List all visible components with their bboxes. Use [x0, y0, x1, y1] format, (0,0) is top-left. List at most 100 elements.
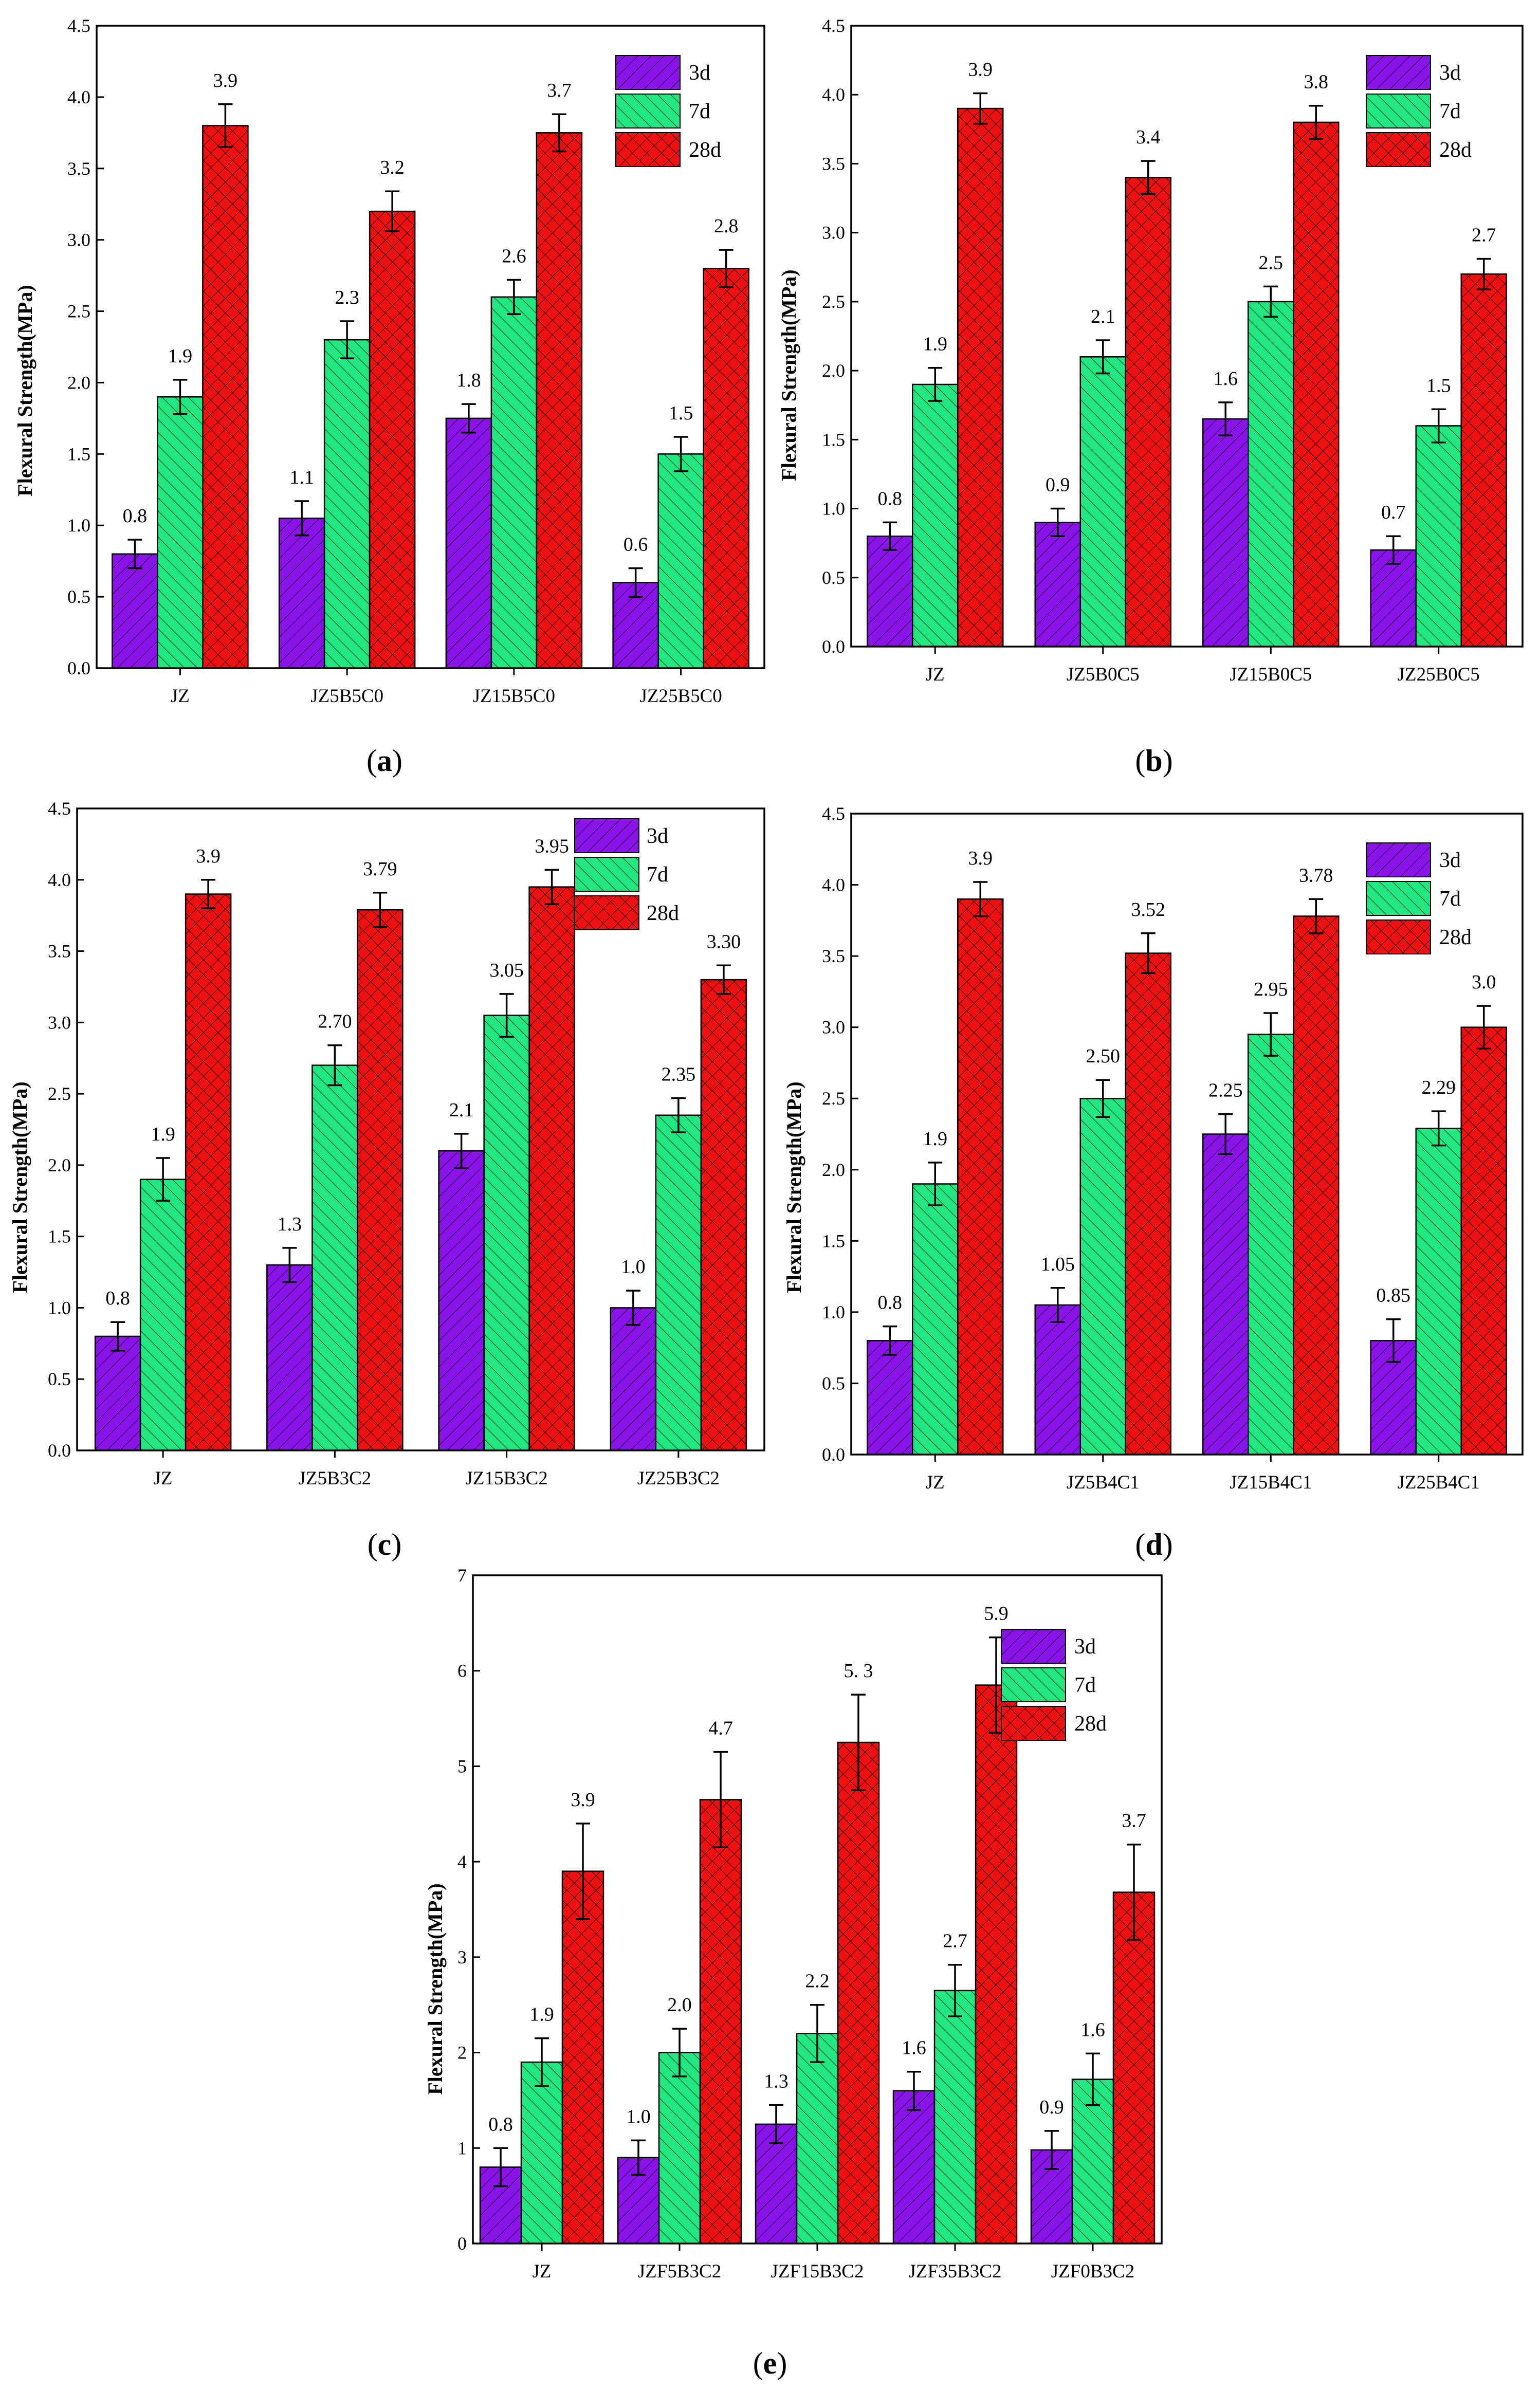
data-label: 1.9	[923, 1128, 948, 1150]
y-tick-label: 4.5	[48, 798, 71, 819]
legend-swatch-7d	[574, 857, 639, 892]
plot-frame	[76, 807, 765, 1451]
y-tick-label: 4.0	[822, 84, 845, 105]
y-tick-label: 3.5	[822, 946, 845, 966]
legend-c: 3d 7d 28d	[574, 818, 679, 930]
legend-label-7d: 7d	[1439, 887, 1461, 911]
bar-28d	[703, 267, 749, 669]
bar-7d	[657, 453, 704, 669]
y-tick-label: 5	[457, 1756, 467, 1776]
bar-7d	[1079, 356, 1126, 648]
data-label: 1.1	[289, 467, 314, 488]
y-tick-label: 2.0	[822, 360, 845, 381]
bar-3d	[1202, 418, 1249, 648]
data-label: 0.8	[123, 505, 148, 527]
plot-frame	[96, 25, 765, 669]
x-tick-label: JZ15B0C5	[1230, 664, 1312, 685]
data-label: 2.95	[1254, 979, 1288, 1000]
legend-label-3d: 3d	[1439, 849, 1461, 872]
bar-7d	[157, 396, 204, 669]
x-tick-label: JZ	[171, 686, 190, 707]
data-label: 1.3	[278, 1213, 302, 1235]
legend-label-3d: 3d	[1074, 1635, 1096, 1659]
bar-3d	[1034, 1304, 1081, 1456]
data-label: 2.3	[335, 287, 359, 308]
panel-label-c: (c)	[368, 1528, 402, 1561]
y-tick-label: 2.5	[822, 1088, 845, 1109]
data-label: 3.9	[968, 848, 993, 869]
bar-28d	[1125, 952, 1171, 1456]
bar-28d	[1460, 1026, 1507, 1456]
y-tick-label: 0.5	[67, 586, 90, 607]
data-label: 3.7	[547, 80, 572, 101]
bar-7d	[323, 339, 371, 669]
bar-3d	[610, 1307, 657, 1451]
data-label: 3.8	[1304, 71, 1329, 93]
bar-3d	[94, 1335, 141, 1451]
legend-swatch-3d	[1001, 1629, 1066, 1664]
legend-swatch-28d	[1001, 1706, 1066, 1741]
x-tick-label: JZ15B3C2	[465, 1468, 547, 1489]
data-label: 1.9	[151, 1124, 175, 1145]
legend-b: 3d 7d 28d	[1366, 55, 1472, 167]
y-tick-label: 2	[457, 2043, 467, 2063]
bar-28d	[699, 1799, 742, 2245]
data-label: 1.0	[621, 1256, 646, 1278]
bar-3d	[867, 535, 913, 648]
data-label: 2.6	[502, 245, 526, 267]
bar-7d	[933, 1990, 977, 2245]
data-label: 2.2	[805, 1971, 830, 1992]
legend-swatch-28d	[1366, 132, 1431, 167]
bar-28d	[837, 1741, 880, 2245]
y-axis-label: Flexural Strength(MPa)	[782, 1081, 805, 1293]
plot-frame	[472, 1574, 1163, 2245]
data-label: 2.7	[1472, 225, 1496, 246]
data-label: 0.7	[1381, 502, 1406, 523]
data-label: 3.30	[707, 931, 741, 952]
y-tick-label: 0.0	[822, 1444, 845, 1465]
y-tick-label: 1.0	[822, 1302, 845, 1322]
y-axis-label: Flexural Strength(MPa)	[777, 269, 800, 481]
bar-28d	[700, 979, 747, 1451]
bar-3d	[1034, 522, 1081, 648]
bar-28d	[1293, 915, 1340, 1456]
legend-label-7d: 7d	[1439, 100, 1461, 123]
data-label: 3.9	[968, 59, 993, 81]
bar-28d	[369, 210, 416, 669]
data-label: 1.6	[1214, 368, 1238, 390]
x-tick-label: JZ25B5C0	[639, 686, 722, 707]
legend-swatch-28d	[574, 895, 639, 930]
bar-28d	[1293, 121, 1340, 648]
data-label: 2.50	[1086, 1045, 1121, 1067]
legend-swatch-28d	[615, 132, 681, 167]
x-tick-label: JZ	[154, 1468, 173, 1489]
data-label: 3.78	[1299, 865, 1333, 886]
y-tick-label: 2.0	[822, 1160, 845, 1180]
data-label: 1.3	[764, 2071, 789, 2092]
bar-7d	[1248, 1034, 1294, 1456]
y-tick-label: 0.5	[822, 567, 845, 588]
bar-3d	[278, 518, 325, 669]
x-tick-label: JZ5B4C1	[1067, 1472, 1140, 1493]
x-tick-label: JZF5B3C2	[638, 2261, 721, 2282]
y-tick-label: 0.0	[822, 636, 845, 657]
data-label: 3.0	[1472, 971, 1496, 993]
panel-label-a: (a)	[366, 744, 402, 778]
data-label: 1.9	[923, 334, 948, 355]
legend-label-28d: 28d	[1439, 926, 1472, 949]
data-label: 0.6	[624, 534, 648, 556]
legend-label-3d: 3d	[1439, 61, 1461, 85]
legend-swatch-3d	[1366, 55, 1431, 90]
bar-3d	[892, 2090, 936, 2245]
x-tick-label: JZF15B3C2	[771, 2261, 864, 2282]
y-tick-label: 1.5	[48, 1226, 71, 1247]
data-label: 3.79	[363, 858, 397, 880]
y-tick-label: 4.0	[822, 875, 845, 895]
y-tick-label: 2.5	[48, 1083, 71, 1104]
y-tick-label: 1.5	[822, 429, 845, 450]
data-label: 3.4	[1136, 126, 1161, 148]
bar-28d	[957, 898, 1004, 1456]
data-label: 2.70	[318, 1011, 352, 1033]
bar-7d	[1415, 1128, 1462, 1456]
panel-label-b: (b)	[1135, 744, 1172, 778]
